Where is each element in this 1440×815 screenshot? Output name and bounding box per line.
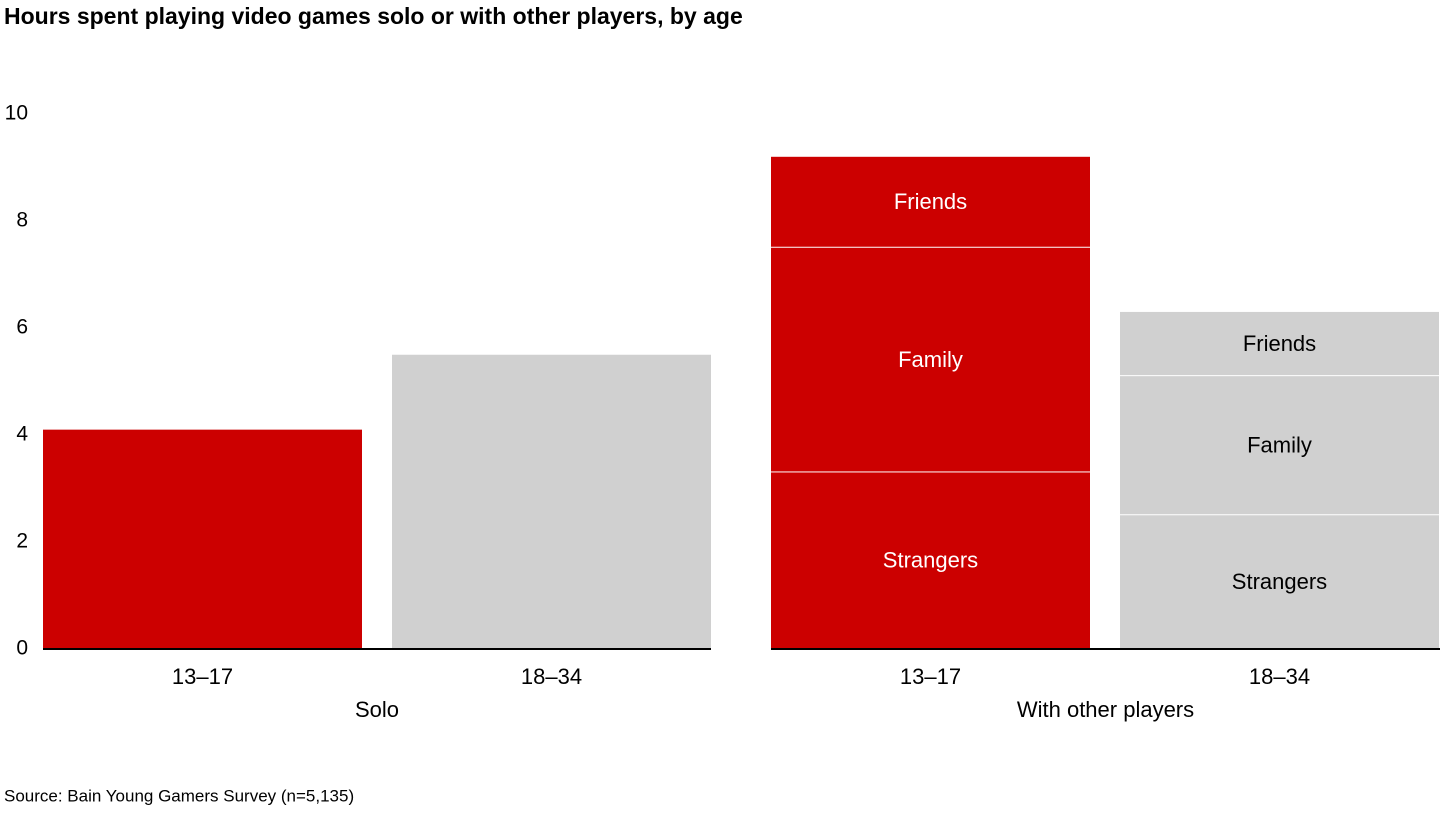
x-tick-label: 18–34 bbox=[1249, 664, 1310, 689]
y-tick-label: 6 bbox=[16, 316, 28, 339]
source-note: Source: Bain Young Gamers Survey (n=5,13… bbox=[4, 786, 354, 805]
segment-label: Family bbox=[1247, 433, 1312, 458]
bar bbox=[392, 354, 711, 649]
y-tick-label: 8 bbox=[16, 209, 28, 232]
segment-label: Strangers bbox=[1232, 569, 1327, 594]
bar bbox=[43, 429, 362, 649]
segment-label: Friends bbox=[894, 189, 967, 214]
x-tick-label: 13–17 bbox=[900, 664, 961, 689]
bar-segment bbox=[1120, 515, 1439, 649]
segment-label: Strangers bbox=[883, 548, 978, 573]
bar-segment bbox=[771, 156, 1090, 247]
group-label: Solo bbox=[355, 697, 399, 722]
segment-label: Family bbox=[898, 347, 963, 372]
y-tick-label: 0 bbox=[16, 637, 28, 660]
bar-segment bbox=[771, 247, 1090, 472]
chart-title: Hours spent playing video games solo or … bbox=[4, 3, 743, 29]
group-label: With other players bbox=[1017, 697, 1194, 722]
bar-segment bbox=[771, 472, 1090, 649]
x-tick-label: 13–17 bbox=[172, 664, 233, 689]
x-tick-label: 18–34 bbox=[521, 664, 582, 689]
bar-segment bbox=[1120, 376, 1439, 515]
y-tick-label: 2 bbox=[16, 530, 28, 553]
bar-segment bbox=[1120, 311, 1439, 376]
y-tick-label: 10 bbox=[5, 102, 28, 125]
y-tick-label: 4 bbox=[16, 423, 28, 446]
segment-label: Friends bbox=[1243, 331, 1316, 356]
